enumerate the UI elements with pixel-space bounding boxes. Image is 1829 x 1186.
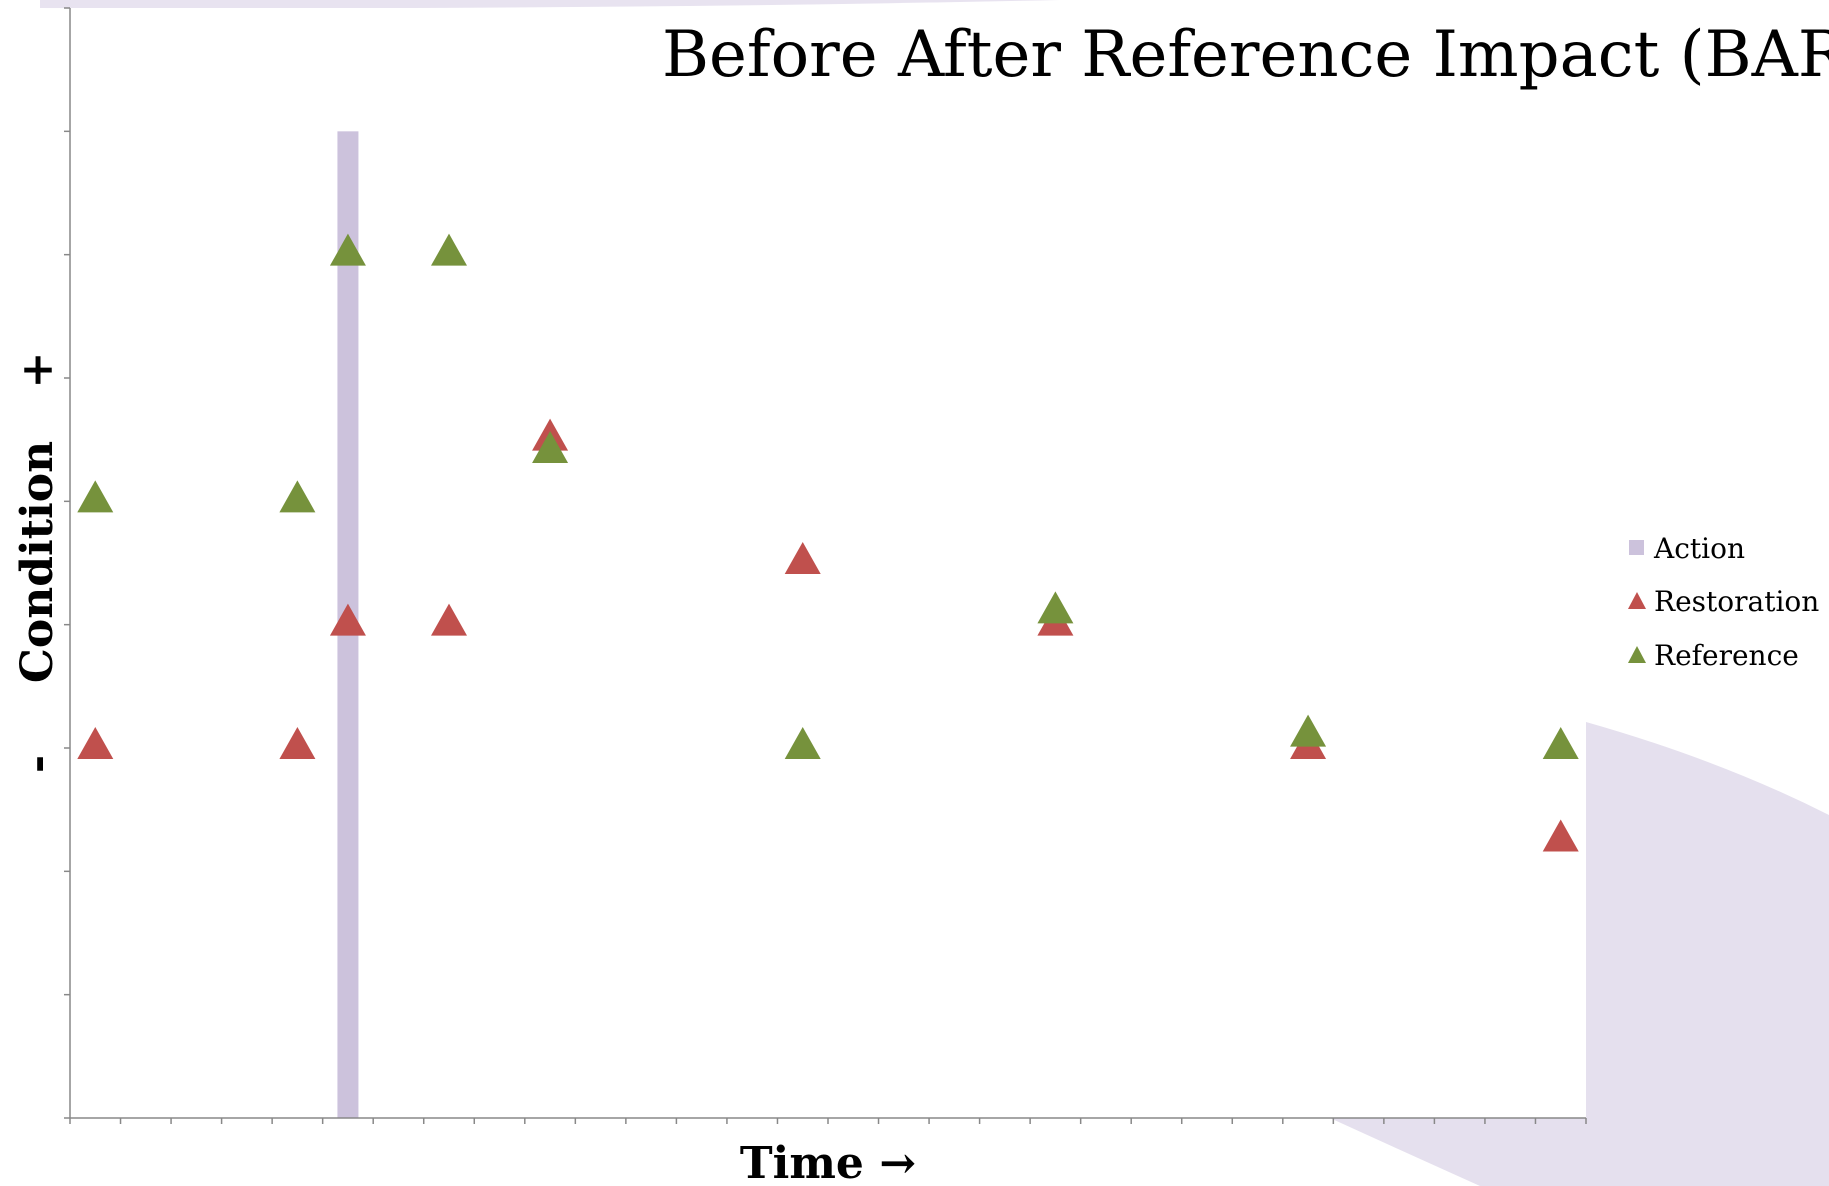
reference-point-6: [1037, 591, 1074, 624]
x-axis-label: Time →: [740, 1138, 916, 1186]
restoration-point-5: [784, 542, 821, 574]
y-ticks: [64, 7, 70, 1119]
reference-point-5: [784, 727, 821, 759]
legend-label-restoration: Restoration: [1654, 585, 1819, 618]
restoration-point-2: [329, 603, 366, 636]
legend-marker-action: [1629, 540, 1644, 555]
reference-point-2: [329, 233, 366, 266]
reference-point-4: [532, 431, 569, 463]
x-ticks: [69, 1118, 1587, 1124]
y-plus-label: +: [12, 352, 63, 389]
reference-point-1: [279, 480, 316, 513]
y-axis-label: Condition: [12, 441, 63, 683]
decor-top-band: [40, 0, 1060, 9]
reference-point-3: [431, 233, 467, 266]
y-minus-label: -: [12, 755, 63, 773]
restoration-point-1: [279, 727, 316, 759]
reference-point-8: [1542, 727, 1579, 759]
legend-marker-restoration: [1628, 592, 1646, 609]
data-points: [77, 233, 1579, 852]
reference-point-0: [77, 480, 114, 513]
legend: Action Restoration Reference: [1628, 532, 1819, 672]
legend-label-reference: Reference: [1654, 639, 1799, 672]
legend-marker-reference: [1628, 646, 1646, 663]
legend-label-action: Action: [1653, 532, 1745, 565]
plot-area: [70, 8, 1586, 1118]
reference-point-7: [1290, 714, 1327, 747]
restoration-point-0: [77, 727, 114, 759]
decor-bottom-right-swoosh: [1330, 722, 1829, 1186]
restoration-point-3: [431, 603, 467, 636]
restoration-point-8: [1542, 819, 1579, 852]
chart-title: Before After Reference Impact (BARI): [662, 18, 1829, 92]
